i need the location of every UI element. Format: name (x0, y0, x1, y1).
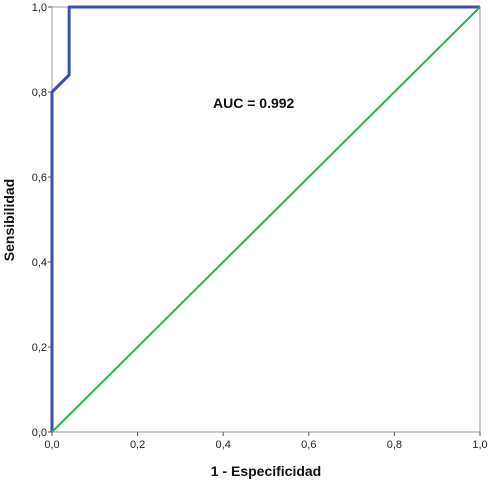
x-tick-label: 0,6 (301, 439, 316, 451)
reference-diagonal-line (51, 6, 481, 433)
y-tick-label: 1,0 (32, 2, 47, 14)
y-tick-label: 0,8 (32, 87, 47, 99)
y-tick-label: 0,2 (32, 342, 47, 354)
y-tick-label: 0,6 (32, 172, 47, 184)
y-tick-label: 0,0 (32, 427, 47, 439)
x-tick-label: 0,2 (130, 439, 145, 451)
y-tick-label: 0,4 (32, 257, 47, 269)
x-tick-label: 0,8 (387, 439, 402, 451)
y-axis-title: Sensibilidad (1, 179, 17, 261)
series-layer (50, 5, 481, 433)
x-tick-label: 0,4 (216, 439, 231, 451)
axis-ticks: 0,0 0,2 0,4 0,6 0,8 1,0 0,0 0,2 0,4 0,6 0,8 1,0 (32, 2, 488, 451)
x-axis-title: 1 - Especificidad (211, 463, 321, 479)
auc-annotation: AUC = 0.992 (213, 95, 295, 111)
x-tick-label: 0,0 (44, 439, 59, 451)
x-tick-label: 1,0 (472, 439, 487, 451)
roc-curve-line (50, 5, 480, 432)
